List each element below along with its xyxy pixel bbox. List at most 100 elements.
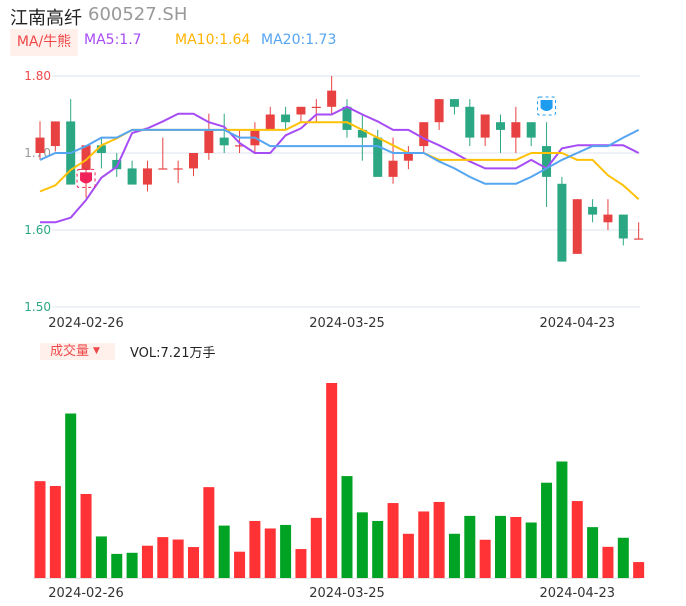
x-tick-label: 2024-04-23 [539, 316, 615, 331]
candle-body [311, 106, 321, 108]
volume-bar [34, 481, 46, 578]
candle-body [96, 145, 106, 153]
volume-bar [80, 493, 92, 578]
candle [403, 146, 413, 170]
volume-bar [218, 525, 230, 578]
candle-body [342, 106, 352, 130]
x-tick-label: 2024-03-25 [309, 316, 385, 331]
stock-name: 江南高纤 [10, 8, 82, 29]
candle [357, 114, 367, 161]
candle-body [618, 214, 628, 239]
y-tick-label: 1.50 [24, 300, 51, 314]
candle [81, 145, 91, 198]
candle [603, 199, 613, 230]
candle-body [265, 114, 275, 130]
volume-bar [95, 536, 107, 578]
candle [588, 199, 598, 223]
volume-x-tick-label: 2024-03-25 [309, 586, 385, 601]
volume-bar [341, 476, 353, 578]
volume-bar [372, 520, 384, 578]
candle-body [542, 146, 552, 177]
volume-bar [556, 461, 568, 578]
volume-bar [249, 520, 261, 578]
volume-bar [448, 533, 460, 578]
stock-code: 600527.SH [88, 4, 188, 25]
candle-body [603, 214, 613, 223]
volume-bar [49, 486, 61, 578]
volume-bar [433, 501, 445, 578]
x-tick-label: 2024-02-26 [48, 316, 124, 331]
candle-body [173, 168, 183, 170]
candle [449, 99, 459, 115]
candle-body [327, 90, 337, 107]
marker-frame [537, 96, 557, 116]
candle [50, 121, 60, 152]
candle [618, 214, 628, 246]
y-tick-label: 1.60 [24, 223, 51, 237]
candle-body [572, 199, 582, 254]
candle-body [204, 129, 214, 153]
y-tick-label: 1.80 [24, 69, 51, 83]
volume-bar [418, 511, 430, 578]
candle-body [419, 122, 429, 147]
candle-body [35, 137, 45, 153]
candle [281, 106, 291, 130]
candle [542, 122, 552, 207]
candle-body [127, 168, 137, 185]
volume-x-tick-label: 2024-02-26 [48, 586, 124, 601]
candle [557, 176, 567, 262]
marker-badge [80, 172, 93, 184]
volume-bar [264, 528, 276, 578]
candle [96, 138, 106, 169]
volume-bar [111, 553, 123, 578]
candle-body [357, 129, 367, 138]
candle [526, 122, 536, 147]
candle-body [480, 114, 490, 138]
candle-body [219, 137, 229, 146]
volume-bar [157, 537, 169, 578]
ma-bull-bear-toggle[interactable]: MA/牛熊 [10, 29, 78, 56]
volume-bar [356, 512, 368, 578]
volume-bar [541, 482, 553, 578]
candle [311, 99, 321, 123]
ma5-line [40, 105, 640, 224]
volume-bar [141, 545, 153, 578]
candle-body [403, 153, 413, 161]
candle-body [142, 168, 152, 185]
candle-body [557, 183, 567, 262]
volume-bar [510, 516, 522, 578]
caret-down-icon: ▼ [93, 346, 100, 356]
volume-indicator-dropdown[interactable]: 成交量 ▼ [40, 343, 115, 360]
candle [219, 113, 229, 153]
candle-body [189, 153, 198, 169]
candle [189, 153, 198, 177]
bull-icon [76, 168, 96, 188]
candle-body [496, 122, 505, 130]
volume-bar [65, 413, 77, 578]
candle-body [449, 99, 459, 107]
volume-bar [188, 547, 199, 578]
candle-body [81, 145, 91, 170]
volume-x-tick-label: 2024-04-23 [539, 586, 615, 601]
volume-bar [479, 539, 491, 578]
volume-bar [464, 515, 476, 578]
candle-body [588, 206, 598, 215]
candle [158, 137, 168, 170]
volume-bar [633, 562, 645, 578]
volume-button-label: 成交量 [50, 344, 90, 359]
candle [142, 160, 152, 192]
candle-body [526, 122, 536, 138]
volume-bar [587, 527, 599, 578]
candle-body [235, 145, 245, 147]
volume-bar [126, 552, 138, 578]
candle-body [373, 137, 383, 177]
candle-body [281, 114, 291, 123]
ma20-line [39, 128, 640, 185]
volume-bar [602, 546, 614, 578]
candle [265, 106, 275, 130]
candle [296, 106, 306, 123]
volume-bar [203, 487, 215, 578]
candle-body [465, 106, 475, 138]
